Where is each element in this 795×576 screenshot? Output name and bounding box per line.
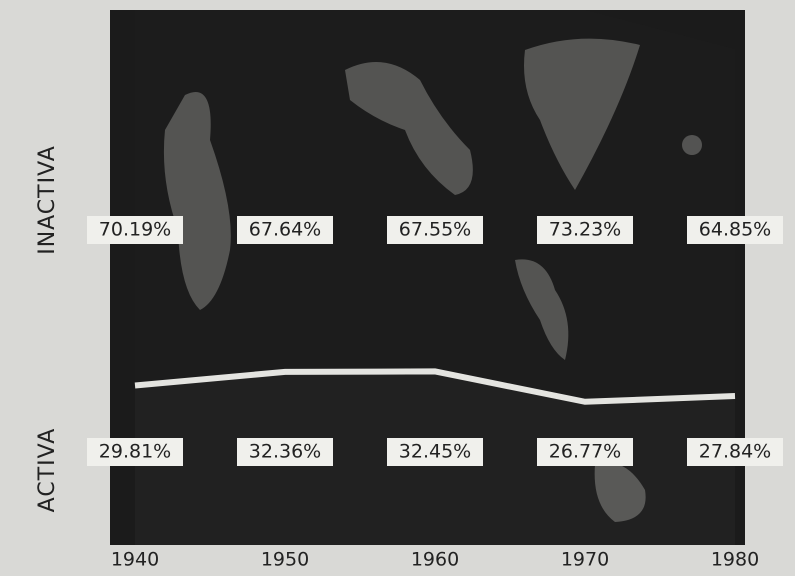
label-box [537,438,633,466]
label-box [387,216,483,244]
value-label-text: 64.85% [699,219,771,241]
value-label-text: 26.77% [549,441,621,463]
value-label: 32.36% [237,438,333,466]
label-box [537,216,633,244]
value-label: 67.64% [237,216,333,244]
label-box [87,438,183,466]
x-tick-label: 1980 [711,549,759,571]
label-box [387,438,483,466]
value-label-text: 27.84% [699,441,771,463]
value-label-text: 70.19% [99,219,171,241]
value-label-text: 73.23% [549,219,621,241]
value-label: 64.85% [687,216,783,244]
y-axis-label: INACTIVA [35,145,60,255]
y-axis-label: ACTIVA [35,428,60,513]
value-label: 73.23% [537,216,633,244]
value-label: 27.84% [687,438,783,466]
value-label-text: 29.81% [99,441,171,463]
value-label: 70.19% [87,216,183,244]
x-tick-label: 1950 [261,549,309,571]
value-label-text: 32.36% [249,441,321,463]
area [135,10,735,402]
value-label: 67.55% [387,216,483,244]
label-box [87,216,183,244]
value-label: 29.81% [87,438,183,466]
boundary-line [134,368,736,405]
x-tick-label: 1960 [411,549,459,571]
label-box [687,438,783,466]
value-label-text: 32.45% [399,441,471,463]
value-label-text: 67.64% [249,219,321,241]
x-tick-label: 1970 [561,549,609,571]
x-tick-label: 1940 [111,549,159,571]
label-box [237,216,333,244]
value-label: 26.77% [537,438,633,466]
label-box [237,438,333,466]
value-label: 32.45% [387,438,483,466]
value-label-text: 67.55% [399,219,471,241]
label-box [687,216,783,244]
